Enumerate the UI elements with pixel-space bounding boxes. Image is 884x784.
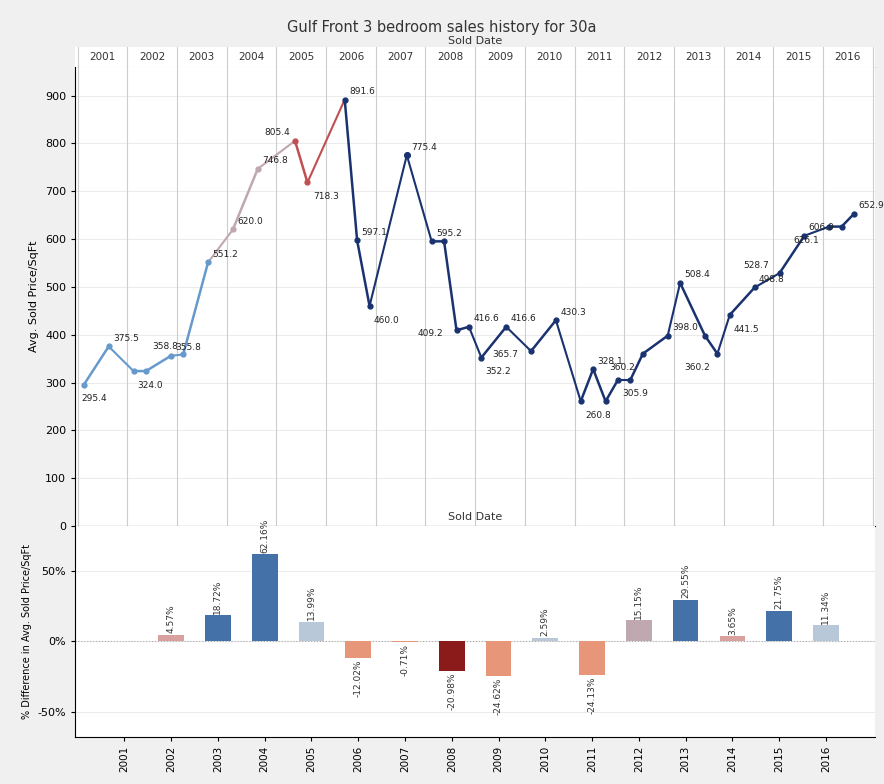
Text: 324.0: 324.0	[138, 381, 164, 390]
Text: 21.75%: 21.75%	[774, 575, 783, 609]
Text: 2007: 2007	[387, 52, 414, 62]
Title: Sold Date: Sold Date	[448, 36, 502, 46]
Bar	[720, 636, 745, 641]
Y-axis label: Avg. Sold Price/SqFt: Avg. Sold Price/SqFt	[29, 241, 40, 352]
Title: Sold Date: Sold Date	[448, 513, 502, 522]
Text: 358.8: 358.8	[153, 342, 179, 351]
Text: 15.15%: 15.15%	[635, 584, 644, 619]
Text: 260.8: 260.8	[585, 411, 611, 420]
Text: -12.02%: -12.02%	[354, 659, 362, 697]
Text: 2013: 2013	[686, 52, 712, 62]
Bar	[205, 615, 231, 641]
Text: 18.72%: 18.72%	[213, 579, 223, 614]
Y-axis label: % Difference in Avg. Sold Price/SqFt: % Difference in Avg. Sold Price/SqFt	[22, 544, 32, 719]
Bar	[673, 600, 698, 641]
Text: -24.13%: -24.13%	[588, 677, 597, 714]
Text: 409.2: 409.2	[417, 328, 443, 338]
Text: 416.6: 416.6	[510, 314, 536, 323]
Text: 2008: 2008	[438, 52, 463, 62]
Text: 29.55%: 29.55%	[681, 564, 690, 598]
Bar	[626, 620, 652, 641]
Bar	[158, 635, 184, 641]
Bar	[485, 641, 512, 676]
Text: 3.65%: 3.65%	[728, 606, 737, 635]
Text: 360.2: 360.2	[610, 364, 636, 372]
Text: 606.9: 606.9	[809, 223, 834, 232]
Text: 718.3: 718.3	[313, 192, 339, 201]
Text: 2012: 2012	[636, 52, 662, 62]
Text: -20.98%: -20.98%	[447, 672, 456, 710]
Bar	[346, 641, 371, 659]
Text: 2016: 2016	[834, 52, 861, 62]
Text: 595.2: 595.2	[436, 229, 461, 238]
Text: 597.1: 597.1	[362, 228, 387, 237]
Text: 528.7: 528.7	[743, 260, 769, 270]
Text: Gulf Front 3 bedroom sales history for 30a: Gulf Front 3 bedroom sales history for 3…	[287, 20, 597, 34]
Text: 2.59%: 2.59%	[541, 608, 550, 637]
Text: 746.8: 746.8	[262, 156, 287, 165]
Text: 441.5: 441.5	[734, 325, 759, 333]
Bar	[299, 622, 324, 641]
Text: 775.4: 775.4	[411, 143, 437, 151]
Text: 626.1: 626.1	[793, 236, 819, 245]
Text: 805.4: 805.4	[264, 129, 290, 137]
Text: 620.0: 620.0	[237, 217, 263, 226]
Text: 365.7: 365.7	[492, 350, 518, 358]
Text: 398.0: 398.0	[672, 323, 697, 332]
Text: 2003: 2003	[188, 52, 215, 62]
Text: 2011: 2011	[586, 52, 613, 62]
Text: -24.62%: -24.62%	[494, 677, 503, 715]
Text: 430.3: 430.3	[560, 307, 586, 317]
Text: -0.71%: -0.71%	[400, 644, 409, 676]
Text: 11.34%: 11.34%	[821, 590, 830, 624]
Text: 2009: 2009	[487, 52, 513, 62]
Text: 891.6: 891.6	[349, 87, 375, 96]
Text: 498.8: 498.8	[758, 275, 785, 284]
Text: 551.2: 551.2	[212, 250, 238, 259]
Text: 2015: 2015	[785, 52, 812, 62]
Text: 2001: 2001	[89, 52, 116, 62]
Text: 652.9: 652.9	[858, 201, 884, 210]
Text: 2005: 2005	[288, 52, 315, 62]
Text: 13.99%: 13.99%	[307, 586, 316, 620]
Text: 62.16%: 62.16%	[260, 518, 270, 553]
Text: 295.4: 295.4	[81, 394, 107, 404]
Text: 305.9: 305.9	[622, 390, 648, 398]
Text: 460.0: 460.0	[374, 316, 400, 325]
Bar	[392, 641, 418, 642]
Text: 328.1: 328.1	[598, 357, 623, 365]
Bar	[813, 626, 839, 641]
Text: 2010: 2010	[537, 52, 563, 62]
Text: 2014: 2014	[735, 52, 762, 62]
Bar	[252, 554, 278, 641]
Text: 508.4: 508.4	[684, 270, 710, 279]
Bar	[579, 641, 605, 675]
Text: 352.2: 352.2	[485, 367, 511, 376]
Bar	[766, 611, 792, 641]
Bar	[532, 637, 558, 641]
Text: 2002: 2002	[139, 52, 165, 62]
Text: 360.2: 360.2	[684, 364, 710, 372]
Text: 4.57%: 4.57%	[167, 605, 176, 633]
Text: 355.8: 355.8	[175, 343, 201, 352]
Bar	[438, 641, 465, 671]
Text: 2006: 2006	[338, 52, 364, 62]
Text: 375.5: 375.5	[113, 334, 139, 343]
Text: 416.6: 416.6	[473, 314, 499, 323]
Text: 2004: 2004	[239, 52, 264, 62]
